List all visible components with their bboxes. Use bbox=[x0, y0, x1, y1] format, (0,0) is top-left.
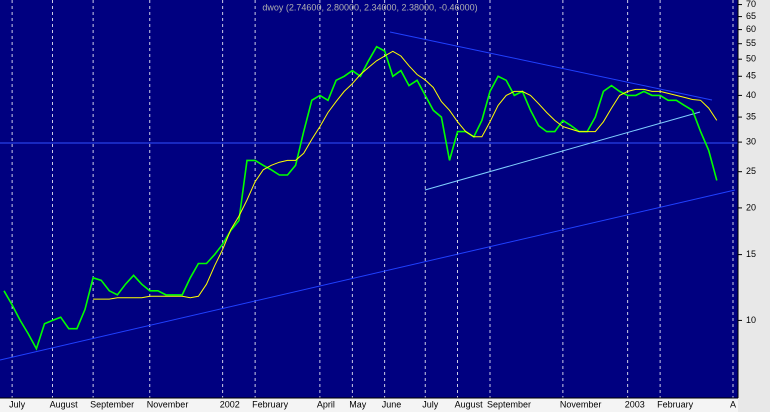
series-line bbox=[3, 45, 718, 351]
x-tick-label: 2002 bbox=[220, 399, 240, 409]
x-tick-label: July bbox=[422, 399, 439, 409]
x-tick-label: September bbox=[487, 399, 531, 409]
x-axis-area bbox=[0, 398, 738, 412]
x-tick-label: February bbox=[252, 399, 289, 409]
y-tick-label: 25 bbox=[746, 166, 756, 176]
y-tick-label: 30 bbox=[746, 136, 756, 146]
y-tick-label: 15 bbox=[746, 249, 756, 259]
x-tick-label: September bbox=[90, 399, 134, 409]
x-tick-label: July bbox=[9, 399, 26, 409]
y-tick-label: 10 bbox=[746, 315, 756, 325]
x-tick-label: June bbox=[382, 399, 402, 409]
y-tick-label: 50 bbox=[746, 54, 756, 64]
y-tick-label: 45 bbox=[746, 71, 756, 81]
x-tick-label: February bbox=[657, 399, 694, 409]
y-tick-label: 35 bbox=[746, 111, 756, 121]
y-tick-label: 60 bbox=[746, 24, 756, 34]
x-tick-label: May bbox=[349, 399, 367, 409]
x-tick-label: A bbox=[730, 399, 736, 409]
grid bbox=[11, 0, 734, 398]
x-tick-label: November bbox=[560, 399, 602, 409]
x-tick-label: April bbox=[317, 399, 335, 409]
x-tick-label: November bbox=[147, 399, 189, 409]
x-tick-label: August bbox=[455, 399, 484, 409]
y-tick-label: 65 bbox=[746, 11, 756, 21]
y-tick-label: 20 bbox=[746, 202, 756, 212]
x-tick-label: 2003 bbox=[625, 399, 645, 409]
y-tick-label: 40 bbox=[746, 90, 756, 100]
y-axis-area bbox=[738, 0, 770, 412]
trend-line bbox=[0, 189, 736, 361]
trend-line bbox=[389, 31, 713, 101]
trend-line bbox=[424, 111, 701, 191]
chart-title: dwoy (2.74600, 2.80000, 2.34000, 2.38000… bbox=[262, 2, 477, 12]
y-tick-label: 55 bbox=[746, 38, 756, 48]
y-tick-label: 70 bbox=[746, 0, 756, 9]
x-tick-label: August bbox=[50, 399, 79, 409]
series-line bbox=[93, 50, 718, 300]
